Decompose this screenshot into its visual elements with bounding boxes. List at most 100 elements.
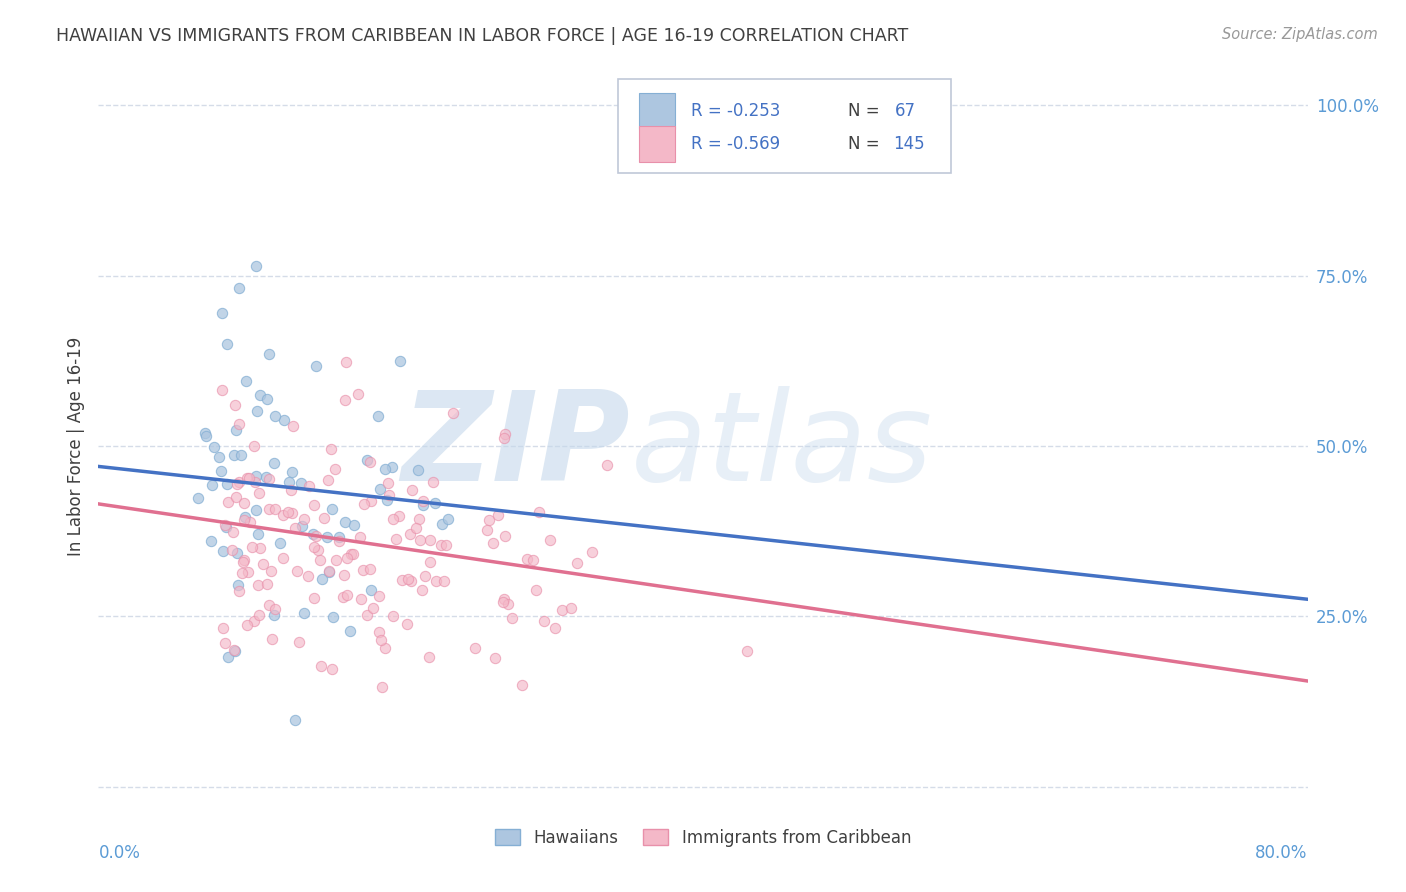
Legend: Hawaiians, Immigrants from Caribbean: Hawaiians, Immigrants from Caribbean — [488, 822, 918, 854]
Point — [388, 354, 411, 368]
Point — [321, 442, 343, 457]
Point — [596, 458, 619, 473]
Point — [434, 538, 457, 552]
Point — [307, 543, 329, 558]
Point — [367, 409, 389, 423]
Point — [224, 448, 246, 462]
Point — [413, 568, 436, 582]
Point — [378, 488, 401, 502]
Point — [209, 464, 232, 478]
Point — [492, 592, 515, 607]
Text: R = -0.569: R = -0.569 — [690, 135, 780, 153]
Point — [280, 465, 302, 479]
Point — [368, 589, 391, 603]
Point — [527, 505, 550, 519]
Point — [238, 471, 260, 485]
Point — [311, 572, 333, 586]
Point — [294, 606, 316, 620]
Text: N =: N = — [848, 135, 880, 153]
Point — [226, 546, 249, 560]
Point — [215, 476, 238, 491]
Point — [298, 478, 321, 492]
Point — [492, 595, 515, 609]
Point — [271, 508, 294, 523]
Text: 80.0%: 80.0% — [1256, 845, 1308, 863]
Point — [287, 635, 309, 649]
Point — [283, 419, 305, 434]
Point — [409, 533, 432, 547]
Point — [243, 475, 266, 489]
Point — [233, 513, 256, 527]
Point — [238, 565, 260, 579]
Point — [232, 496, 254, 510]
Text: ZIP: ZIP — [402, 385, 630, 507]
Point — [256, 577, 278, 591]
Point — [239, 515, 262, 529]
Bar — [638, 126, 675, 162]
Point — [336, 550, 359, 565]
Point — [215, 520, 238, 534]
Point — [304, 540, 326, 554]
Point — [315, 530, 337, 544]
Point — [396, 572, 419, 586]
Point — [422, 475, 444, 489]
Text: 0.0%: 0.0% — [98, 845, 141, 863]
Point — [247, 608, 270, 623]
Point — [215, 337, 238, 351]
Point — [212, 544, 235, 558]
Point — [385, 532, 408, 546]
Point — [249, 541, 271, 555]
Point — [524, 583, 547, 598]
Point — [463, 640, 485, 655]
Point — [349, 530, 371, 544]
Point — [200, 533, 222, 548]
Point — [323, 461, 346, 475]
Point — [256, 392, 278, 406]
Point — [339, 547, 361, 561]
Point — [246, 578, 269, 592]
Point — [533, 614, 555, 628]
Point — [309, 658, 332, 673]
Point — [305, 359, 328, 373]
Point — [342, 547, 364, 561]
Point — [356, 607, 378, 622]
Point — [247, 527, 270, 541]
Point — [225, 476, 247, 491]
Point — [346, 387, 368, 401]
Point — [194, 429, 217, 443]
Point — [194, 425, 217, 440]
Point — [231, 566, 253, 580]
Point — [304, 529, 326, 543]
Point — [314, 511, 336, 525]
Point — [321, 502, 343, 516]
Point — [333, 568, 356, 582]
Point — [264, 409, 287, 423]
Point — [247, 486, 270, 500]
Point — [245, 468, 267, 483]
Point — [252, 557, 274, 571]
Text: Source: ZipAtlas.com: Source: ZipAtlas.com — [1222, 27, 1378, 42]
Point — [412, 493, 434, 508]
Point — [401, 483, 423, 497]
Point — [211, 306, 233, 320]
Point — [214, 636, 236, 650]
Point — [228, 475, 250, 489]
Point — [391, 573, 413, 587]
Text: R = -0.253: R = -0.253 — [690, 102, 780, 120]
Point — [278, 475, 301, 489]
Point — [486, 508, 509, 522]
Point — [425, 574, 447, 588]
Point — [273, 413, 295, 427]
Point — [381, 512, 404, 526]
Point — [225, 423, 247, 437]
FancyBboxPatch shape — [619, 78, 950, 172]
Point — [492, 431, 515, 445]
Point — [375, 493, 398, 508]
Point — [257, 472, 280, 486]
Point — [243, 615, 266, 629]
Point — [292, 512, 315, 526]
Point — [359, 454, 381, 468]
Point — [263, 501, 285, 516]
Point — [277, 505, 299, 519]
Point — [297, 568, 319, 582]
